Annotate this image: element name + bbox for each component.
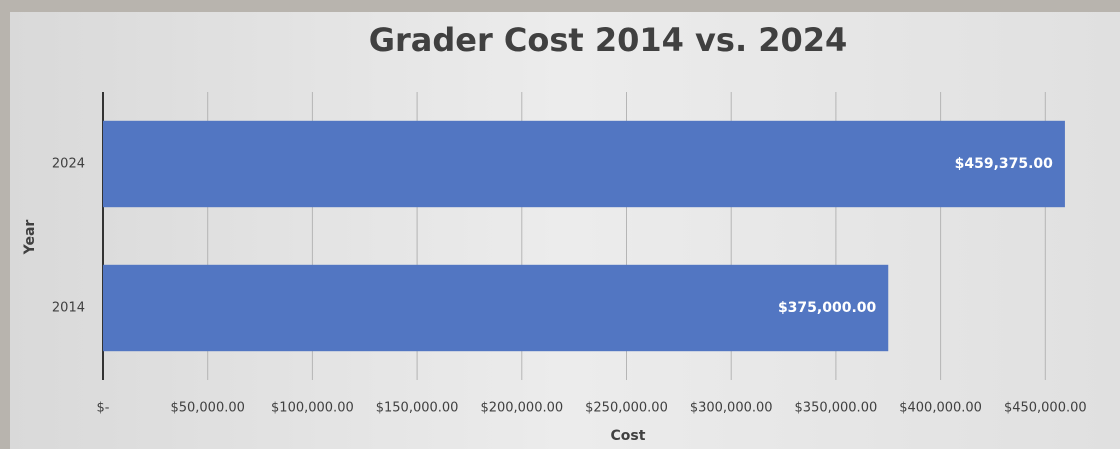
x-tick-label: $400,000.00: [899, 401, 982, 416]
data-label: $459,375.00: [955, 156, 1054, 172]
x-tick-label: $-: [97, 401, 110, 416]
y-axis-title: Year: [22, 220, 38, 256]
chart-title: Grader Cost 2014 vs. 2024: [369, 21, 848, 59]
bar: [103, 264, 889, 352]
x-tick-label: $100,000.00: [271, 401, 354, 416]
y-tick-label: 2014: [52, 301, 85, 316]
y-tick-label: 2024: [52, 157, 85, 172]
x-tick-label: $50,000.00: [170, 401, 244, 416]
chart-area: [10, 12, 1120, 449]
x-tick-label: $150,000.00: [376, 401, 459, 416]
x-tick-label: $300,000.00: [690, 401, 773, 416]
x-tick-label: $350,000.00: [795, 401, 878, 416]
x-axis-title: Cost: [611, 428, 646, 444]
bar: [103, 120, 1065, 208]
data-label: $375,000.00: [778, 300, 877, 316]
x-tick-label: $250,000.00: [585, 401, 668, 416]
x-tick-label: $450,000.00: [1004, 401, 1087, 416]
x-tick-label: $200,000.00: [480, 401, 563, 416]
